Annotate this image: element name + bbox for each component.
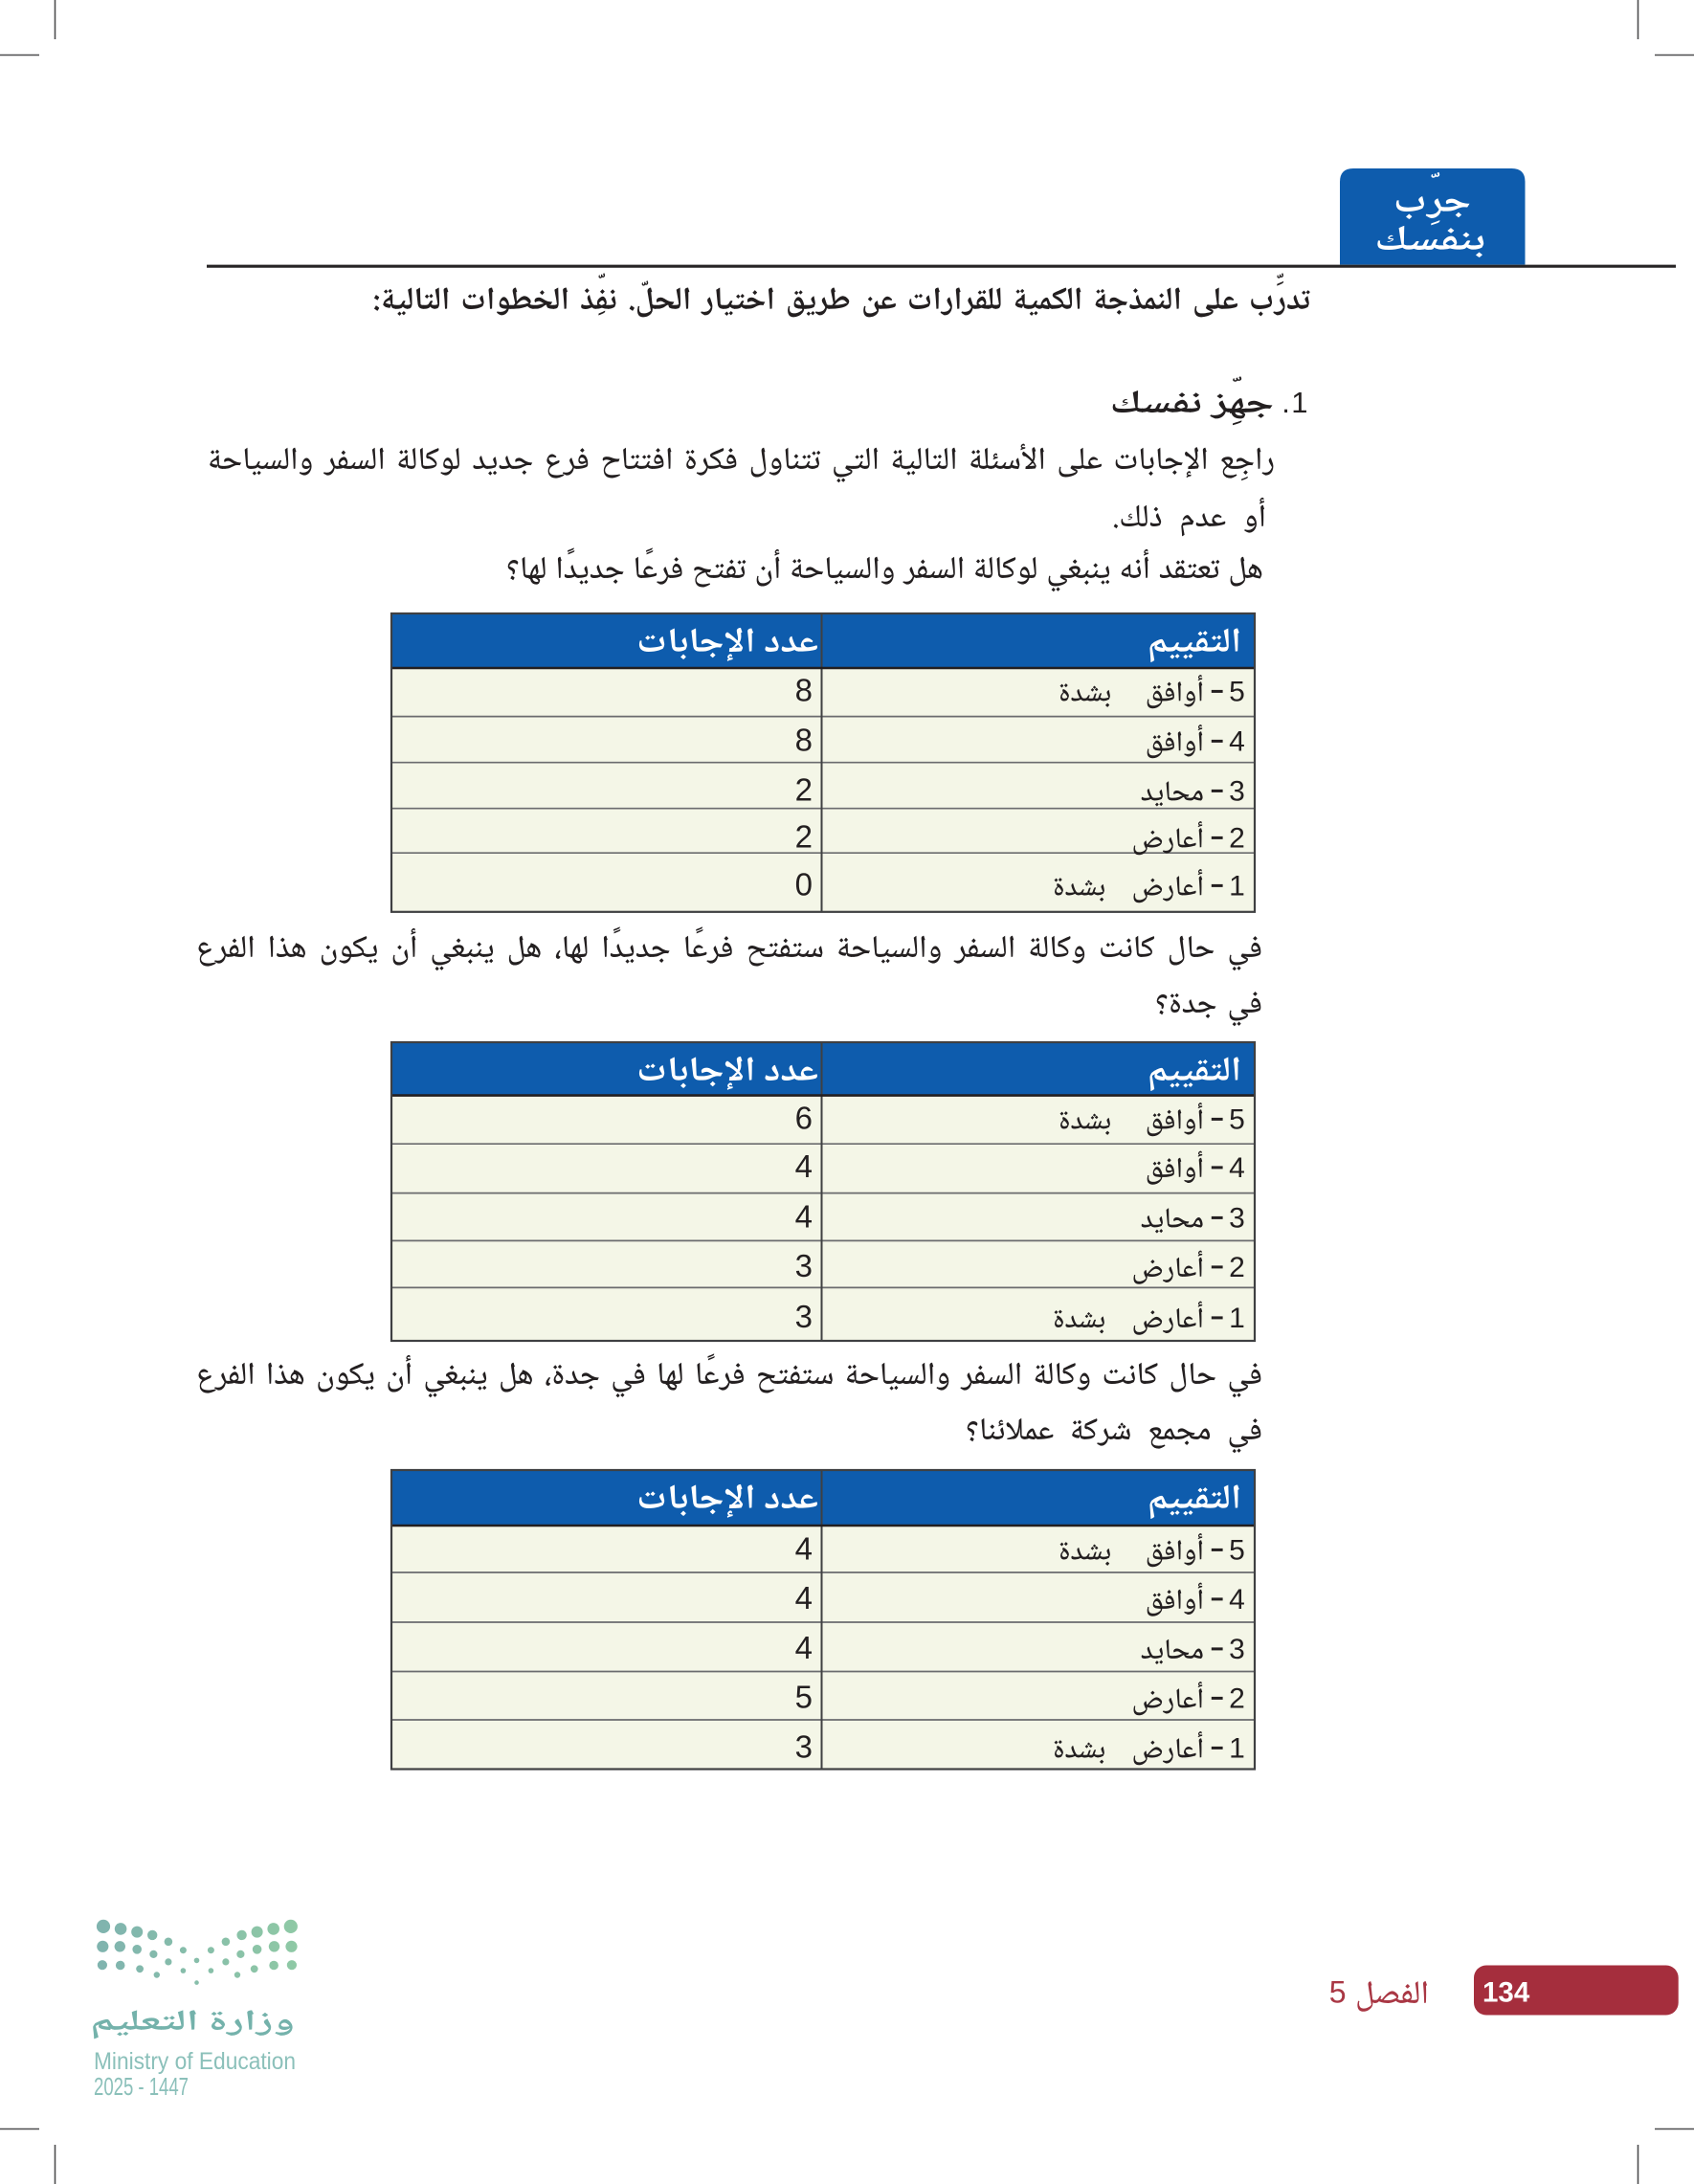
svg-text:.: . [1282,386,1290,419]
svg-text:3: 3 [795,1299,813,1334]
svg-text:2: 2 [1229,1683,1245,1715]
svg-text:5: 5 [1329,1975,1347,2010]
svg-text:5: 5 [1229,1535,1245,1567]
svg-text:3: 3 [1229,1203,1245,1235]
svg-text:4: 4 [795,1199,813,1235]
svg-text:4: 4 [795,1148,813,1184]
svg-text:3: 3 [1229,1634,1245,1665]
svg-text:1: 1 [1291,386,1307,419]
svg-text:0: 0 [795,867,813,903]
svg-text:2: 2 [1229,1252,1245,1283]
svg-text:3: 3 [795,1729,813,1765]
svg-text:Ministry of Education: Ministry of Education [94,2048,296,2075]
svg-text:1: 1 [1229,871,1245,903]
svg-text:5: 5 [795,1680,813,1715]
svg-text:2: 2 [1229,823,1245,855]
svg-text:4: 4 [795,1531,813,1567]
svg-text:4: 4 [795,1580,813,1616]
svg-text:4: 4 [795,1630,813,1665]
svg-text:3: 3 [1229,776,1245,808]
svg-text:2: 2 [795,819,813,855]
svg-text:4: 4 [1229,1152,1245,1184]
svg-text:3: 3 [795,1248,813,1283]
svg-text:8: 8 [795,673,813,708]
svg-text:4: 4 [1229,1584,1245,1616]
svg-text:1: 1 [1229,1733,1245,1765]
svg-text:8: 8 [795,723,813,758]
svg-text:2: 2 [795,772,813,808]
svg-text:2025 - 1447: 2025 - 1447 [94,2072,189,2101]
svg-text:5: 5 [1229,1104,1245,1136]
svg-text:6: 6 [795,1101,813,1136]
svg-text:134: 134 [1482,1976,1530,2008]
svg-text:5: 5 [1229,677,1245,708]
svg-text:4: 4 [1229,726,1245,758]
svg-text:1: 1 [1229,1303,1245,1334]
